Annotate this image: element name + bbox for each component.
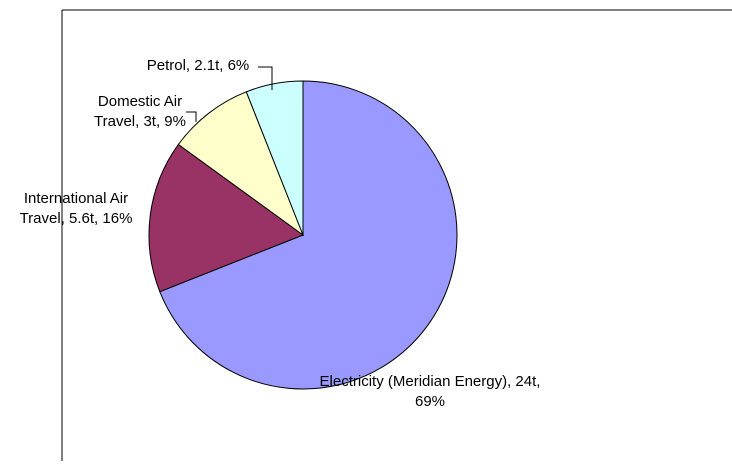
slice-label-0: Electricity (Meridian Energy), 24t, 69%	[320, 373, 541, 410]
leader-lines	[186, 66, 273, 122]
slice-labels: Electricity (Meridian Energy), 24t, 69% In…	[20, 57, 541, 410]
slice-label-line: Electricity (Meridian Energy), 24t,	[320, 373, 541, 390]
leader-line-2	[186, 111, 197, 122]
slice-label-3: Petrol, 2.1t, 6%	[147, 57, 250, 74]
pie-slice-petrol	[245, 80, 304, 236]
slice-label-line: Travel, 3t, 9%	[94, 113, 186, 130]
leader-line-3	[258, 66, 273, 90]
pie-slice-domestic-air-travel	[177, 91, 305, 237]
slice-label-line: Travel, 5.6t, 16%	[20, 210, 133, 227]
pie-slices	[148, 80, 458, 390]
slice-label-line: International Air	[24, 190, 128, 207]
pie-slice-international-air-travel	[148, 143, 305, 293]
slice-label-line: Domestic Air	[98, 93, 182, 110]
slice-label-line: 69%	[415, 393, 445, 410]
slice-label-line: Petrol, 2.1t, 6%	[147, 57, 250, 74]
slice-label-2: Domestic Air Travel, 3t, 9%	[94, 93, 186, 130]
pie-slice-electricity-meridian-energy	[159, 80, 458, 390]
slice-label-1: International Air Travel, 5.6t, 16%	[20, 190, 133, 227]
